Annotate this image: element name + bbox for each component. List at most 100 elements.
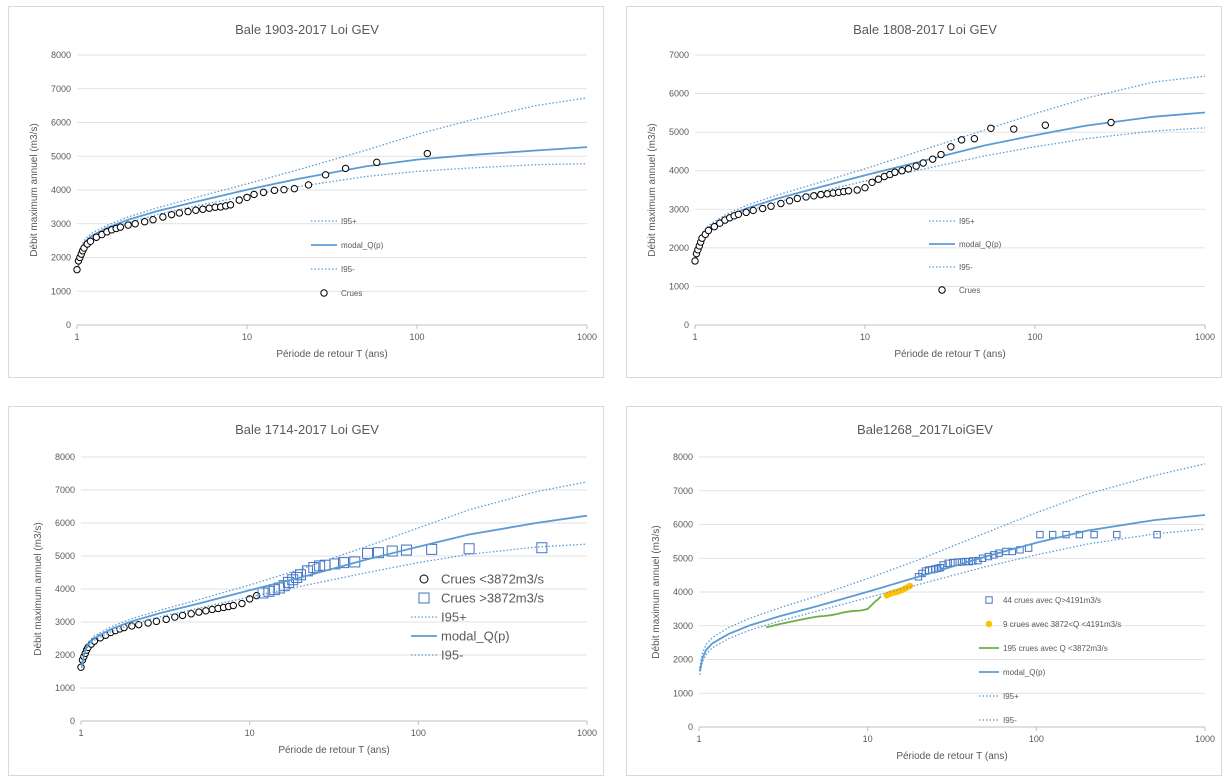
series-I95-	[699, 528, 1206, 675]
data-point	[280, 185, 288, 194]
data-point	[175, 209, 184, 217]
legend-label: 9 crues avec 3872<Q <4191m3/s	[1003, 620, 1121, 629]
y-tick-label: 2000	[673, 655, 693, 665]
legend-item: I95-	[929, 263, 973, 272]
x-tick-label: 1	[74, 332, 79, 342]
data-point	[321, 171, 330, 179]
legend-label: Crues >3872m3/s	[441, 591, 544, 606]
series-I95+	[77, 97, 588, 268]
data-point	[1107, 118, 1115, 127]
legend-item: modal_Q(p)	[311, 241, 384, 250]
legend-item: I95+	[929, 217, 975, 226]
data-point	[290, 184, 299, 193]
data-point	[906, 582, 914, 590]
data-point	[373, 158, 381, 167]
legend-swatch	[419, 574, 429, 584]
data-point	[152, 617, 161, 626]
y-tick-label: 4000	[669, 166, 689, 176]
x-tick-label: 10	[242, 332, 252, 342]
data-point	[758, 204, 767, 213]
legend: 44 crues avec Q>4191m3/s 9 crues avec 387…	[979, 596, 1121, 725]
data-point	[140, 218, 149, 226]
data-point	[691, 257, 699, 265]
data-point	[162, 615, 170, 624]
data-point	[208, 605, 216, 614]
y-tick-label: 8000	[673, 452, 693, 462]
legend-label: 44 crues avec Q>4191m3/s	[1003, 596, 1101, 605]
data-point	[229, 601, 238, 610]
legend-label: I95+	[341, 217, 357, 226]
series-line	[81, 543, 588, 669]
legend-item: modal_Q(p)	[979, 668, 1046, 677]
data-point	[861, 183, 869, 192]
data-point	[987, 124, 995, 132]
data-point	[1153, 530, 1161, 539]
series-modal_Q(p)	[694, 111, 1206, 262]
y-axis-label: Débit maximum annuel (m3/s)	[29, 123, 40, 256]
series-Crues	[691, 118, 1115, 265]
data-point	[536, 542, 548, 554]
data-point	[749, 206, 757, 215]
data-point	[238, 599, 246, 608]
legend: I95+ modal_Q(p) I95- Crues	[311, 217, 384, 298]
data-point	[1113, 530, 1121, 539]
data-point	[77, 663, 85, 671]
series-line	[80, 514, 588, 667]
data-point	[777, 199, 785, 208]
data-point	[937, 150, 945, 159]
chart-title: Bale 1808-2017 Loi GEV	[853, 22, 997, 37]
y-axis-label: Débit maximum annuel (m3/s)	[33, 522, 44, 655]
y-tick-label: 1000	[55, 683, 75, 693]
y-tick-label: 3000	[669, 204, 689, 214]
legend-label: I95+	[959, 217, 975, 226]
chart-2-svg: Bale 1808-2017 Loi GEV 0 1000 2000 3000 4000 5…	[647, 22, 1215, 360]
series-line	[695, 127, 1206, 265]
x-axis-label: Période de retour T (ans)	[896, 751, 1007, 762]
data-point	[159, 213, 167, 221]
legend-label: Crues	[959, 286, 980, 295]
data-point	[463, 543, 475, 555]
legend-label: 195 crues avec Q <3872m3/s	[1003, 644, 1108, 653]
chart-1-svg: Bale 1903-2017 Loi GEV 0 1000 2000 3000 4000 5…	[29, 22, 597, 360]
legend-item: I95+	[311, 217, 357, 226]
y-tick-label: 0	[688, 722, 693, 732]
data-point	[259, 188, 268, 197]
legend-item: I95-	[411, 648, 463, 663]
data-point	[1041, 121, 1050, 129]
y-tick-label: 0	[684, 320, 689, 330]
legend-swatch	[985, 620, 993, 628]
data-point	[1036, 530, 1044, 539]
data-point	[785, 197, 794, 205]
legend-item: Crues <3872m3/s	[419, 572, 544, 587]
legend-item: Crues	[320, 289, 362, 298]
legend-swatch	[985, 596, 993, 604]
data-point	[1090, 530, 1098, 539]
legend-swatch	[418, 592, 430, 604]
data-point	[199, 205, 207, 213]
legend-item: modal_Q(p)	[411, 629, 510, 644]
x-tick-label: 1	[692, 332, 697, 342]
series-line	[699, 528, 1206, 675]
chart-title: Bale1268_2017LoiGEV	[857, 422, 993, 437]
legend-label: I95-	[441, 648, 463, 663]
y-tick-label: 6000	[673, 520, 693, 530]
legend-item: 44 crues avec Q>4191m3/s	[985, 596, 1101, 605]
data-point	[919, 159, 927, 167]
x-tick-label: 1000	[577, 728, 597, 738]
y-tick-label: 5000	[55, 551, 75, 561]
data-point	[898, 167, 906, 175]
y-tick-label: 2000	[55, 650, 75, 660]
series-line	[81, 481, 588, 666]
series-line	[77, 163, 588, 273]
y-tick-label: 4000	[673, 587, 693, 597]
series-line	[694, 111, 1206, 262]
y-tick-label: 6000	[51, 118, 71, 128]
x-tick-label: 10	[860, 332, 870, 342]
legend: I95+ modal_Q(p) I95- Crues	[929, 217, 1002, 295]
data-point	[742, 208, 750, 217]
y-tick-label: 5000	[669, 127, 689, 137]
series-I95+	[81, 481, 588, 666]
chart-title: Bale 1903-2017 Loi GEV	[235, 22, 379, 37]
data-point	[1048, 530, 1057, 539]
data-point	[957, 136, 966, 144]
